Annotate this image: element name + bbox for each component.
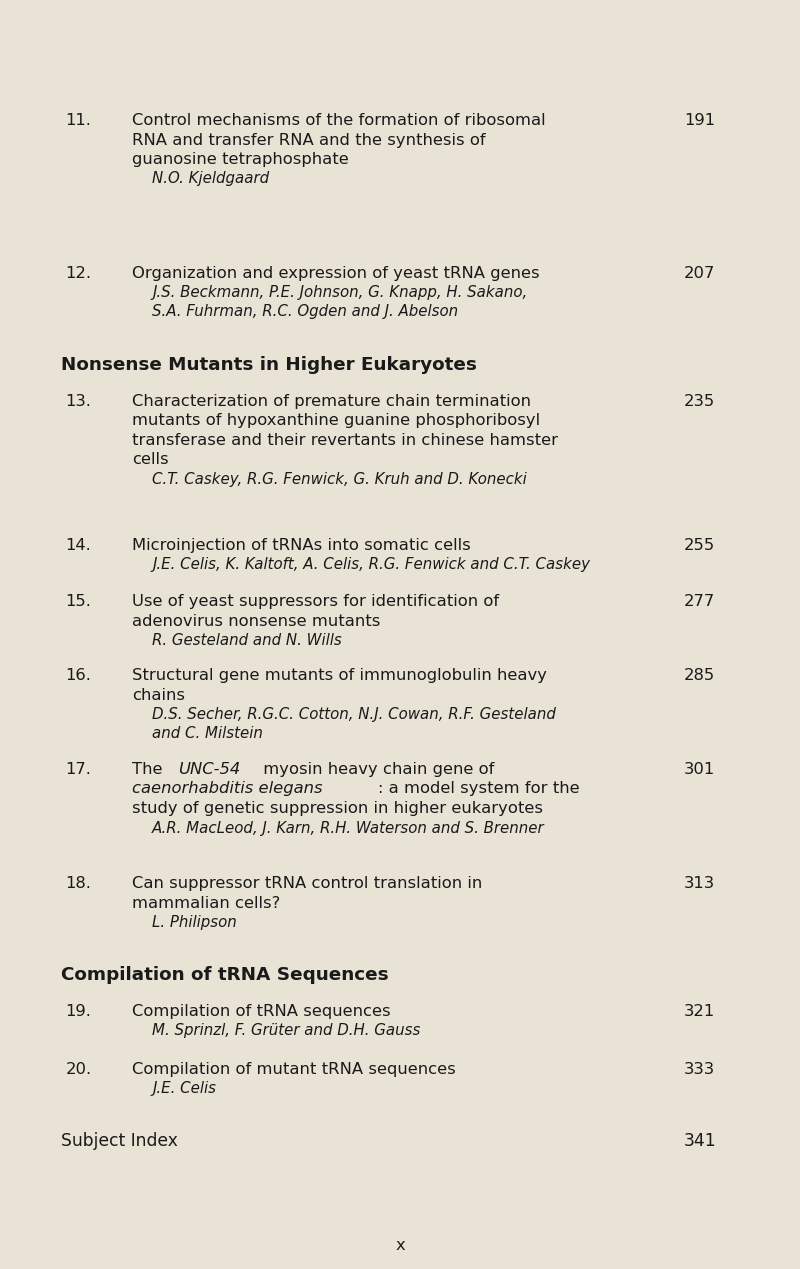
Text: caenorhabditis elegans: caenorhabditis elegans bbox=[132, 782, 322, 797]
Text: 13.: 13. bbox=[66, 393, 91, 409]
Text: 11.: 11. bbox=[66, 113, 91, 128]
Text: Can suppressor tRNA control translation in: Can suppressor tRNA control translation … bbox=[132, 876, 482, 891]
Text: D.S. Secher, R.G.C. Cotton, N.J. Cowan, R.F. Gesteland: D.S. Secher, R.G.C. Cotton, N.J. Cowan, … bbox=[152, 707, 556, 722]
Text: Compilation of tRNA Sequences: Compilation of tRNA Sequences bbox=[61, 966, 388, 983]
Text: 235: 235 bbox=[684, 393, 715, 409]
Text: myosin heavy chain gene of: myosin heavy chain gene of bbox=[258, 761, 495, 777]
Text: Subject Index: Subject Index bbox=[61, 1132, 178, 1150]
Text: mutants of hypoxanthine guanine phosphoribosyl: mutants of hypoxanthine guanine phosphor… bbox=[132, 414, 540, 429]
Text: cells: cells bbox=[132, 453, 169, 467]
Text: UNC-54: UNC-54 bbox=[178, 761, 240, 777]
Text: 313: 313 bbox=[684, 876, 715, 891]
Text: 20.: 20. bbox=[66, 1062, 92, 1077]
Text: L. Philipson: L. Philipson bbox=[152, 915, 237, 930]
Text: Use of yeast suppressors for identification of: Use of yeast suppressors for identificat… bbox=[132, 594, 499, 609]
Text: study of genetic suppression in higher eukaryotes: study of genetic suppression in higher e… bbox=[132, 801, 543, 816]
Text: Organization and expression of yeast tRNA genes: Organization and expression of yeast tRN… bbox=[132, 266, 540, 280]
Text: Compilation of tRNA sequences: Compilation of tRNA sequences bbox=[132, 1004, 390, 1019]
Text: : a model system for the: : a model system for the bbox=[378, 782, 579, 797]
Text: Microinjection of tRNAs into somatic cells: Microinjection of tRNAs into somatic cel… bbox=[132, 538, 470, 553]
Text: guanosine tetraphosphate: guanosine tetraphosphate bbox=[132, 152, 349, 168]
Text: 17.: 17. bbox=[66, 761, 91, 777]
Text: and C. Milstein: and C. Milstein bbox=[152, 726, 263, 741]
Text: 14.: 14. bbox=[66, 538, 91, 553]
Text: J.S. Beckmann, P.E. Johnson, G. Knapp, H. Sakano,: J.S. Beckmann, P.E. Johnson, G. Knapp, H… bbox=[152, 286, 527, 301]
Text: S.A. Fuhrman, R.C. Ogden and J. Abelson: S.A. Fuhrman, R.C. Ogden and J. Abelson bbox=[152, 305, 458, 319]
Text: 207: 207 bbox=[684, 266, 715, 280]
Text: 15.: 15. bbox=[66, 594, 91, 609]
Text: The: The bbox=[132, 761, 168, 777]
Text: 321: 321 bbox=[684, 1004, 715, 1019]
Text: J.E. Celis, K. Kaltoft, A. Celis, R.G. Fenwick and C.T. Caskey: J.E. Celis, K. Kaltoft, A. Celis, R.G. F… bbox=[152, 557, 590, 572]
Text: 333: 333 bbox=[684, 1062, 715, 1077]
Text: 191: 191 bbox=[684, 113, 715, 128]
Text: mammalian cells?: mammalian cells? bbox=[132, 896, 280, 910]
Text: chains: chains bbox=[132, 688, 185, 703]
Text: A.R. MacLeod, J. Karn, R.H. Waterson and S. Brenner: A.R. MacLeod, J. Karn, R.H. Waterson and… bbox=[152, 821, 545, 835]
Text: transferase and their revertants in chinese hamster: transferase and their revertants in chin… bbox=[132, 433, 558, 448]
Text: 277: 277 bbox=[684, 594, 715, 609]
Text: 301: 301 bbox=[684, 761, 715, 777]
Text: J.E. Celis: J.E. Celis bbox=[152, 1081, 216, 1096]
Text: 16.: 16. bbox=[66, 667, 91, 683]
Text: Characterization of premature chain termination: Characterization of premature chain term… bbox=[132, 393, 531, 409]
Text: 12.: 12. bbox=[66, 266, 92, 280]
Text: x: x bbox=[395, 1239, 405, 1253]
Text: Control mechanisms of the formation of ribosomal: Control mechanisms of the formation of r… bbox=[132, 113, 546, 128]
Text: Nonsense Mutants in Higher Eukaryotes: Nonsense Mutants in Higher Eukaryotes bbox=[61, 357, 477, 374]
Text: Compilation of mutant tRNA sequences: Compilation of mutant tRNA sequences bbox=[132, 1062, 456, 1077]
Text: 19.: 19. bbox=[66, 1004, 91, 1019]
Text: C.T. Caskey, R.G. Fenwick, G. Kruh and D. Konecki: C.T. Caskey, R.G. Fenwick, G. Kruh and D… bbox=[152, 472, 526, 487]
Text: 18.: 18. bbox=[66, 876, 91, 891]
Text: R. Gesteland and N. Wills: R. Gesteland and N. Wills bbox=[152, 633, 342, 648]
Text: 255: 255 bbox=[684, 538, 715, 553]
Text: M. Sprinzl, F. Grüter and D.H. Gauss: M. Sprinzl, F. Grüter and D.H. Gauss bbox=[152, 1024, 420, 1038]
Text: 341: 341 bbox=[684, 1132, 717, 1150]
Text: Structural gene mutants of immunoglobulin heavy: Structural gene mutants of immunoglobuli… bbox=[132, 667, 547, 683]
Text: 285: 285 bbox=[684, 667, 715, 683]
Text: N.O. Kjeldgaard: N.O. Kjeldgaard bbox=[152, 171, 269, 187]
Text: RNA and transfer RNA and the synthesis of: RNA and transfer RNA and the synthesis o… bbox=[132, 132, 486, 147]
Text: adenovirus nonsense mutants: adenovirus nonsense mutants bbox=[132, 613, 380, 628]
